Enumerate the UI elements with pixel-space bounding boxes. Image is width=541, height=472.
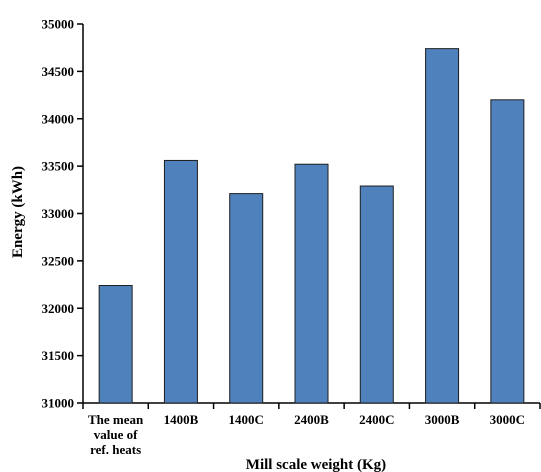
- x-tick-label: 3000B: [425, 412, 460, 427]
- bar: [163, 159, 198, 404]
- bar: [294, 163, 329, 404]
- y-tick-label: 34500: [42, 64, 75, 79]
- y-tick-label: 31500: [42, 348, 75, 363]
- x-tick-label: 2400C: [359, 412, 394, 427]
- y-tick-label: 35000: [42, 17, 75, 32]
- x-tick-label: 3000C: [490, 412, 525, 427]
- y-tick-label: 33000: [42, 206, 75, 221]
- y-tick-label: 33500: [42, 159, 75, 174]
- bar: [425, 48, 460, 404]
- x-tick-label: The mean value of ref. heats: [88, 412, 144, 457]
- bars: [98, 48, 525, 404]
- bar: [359, 185, 394, 404]
- y-tick-label: 32500: [42, 253, 75, 268]
- bar: [98, 285, 133, 404]
- y-tick-label: 31000: [42, 396, 75, 411]
- x-tick-label: 1400C: [229, 412, 264, 427]
- y-axis: 31000 31500 32000 32500 33000 33500 34000 34500…: [42, 17, 84, 411]
- x-axis-title: Mill scale weight (Kg): [246, 457, 386, 472]
- y-axis-title: Energy (kWh): [10, 166, 26, 258]
- x-tick-label: 1400B: [164, 412, 199, 427]
- bar: [229, 193, 264, 404]
- y-tick-label: 34000: [42, 111, 75, 126]
- y-tick-label: 32000: [42, 301, 75, 316]
- bar: [490, 99, 525, 404]
- x-axis: The mean value of ref. heats 1400B 1400C 2400…: [82, 402, 541, 457]
- x-tick-label: 2400B: [294, 412, 329, 427]
